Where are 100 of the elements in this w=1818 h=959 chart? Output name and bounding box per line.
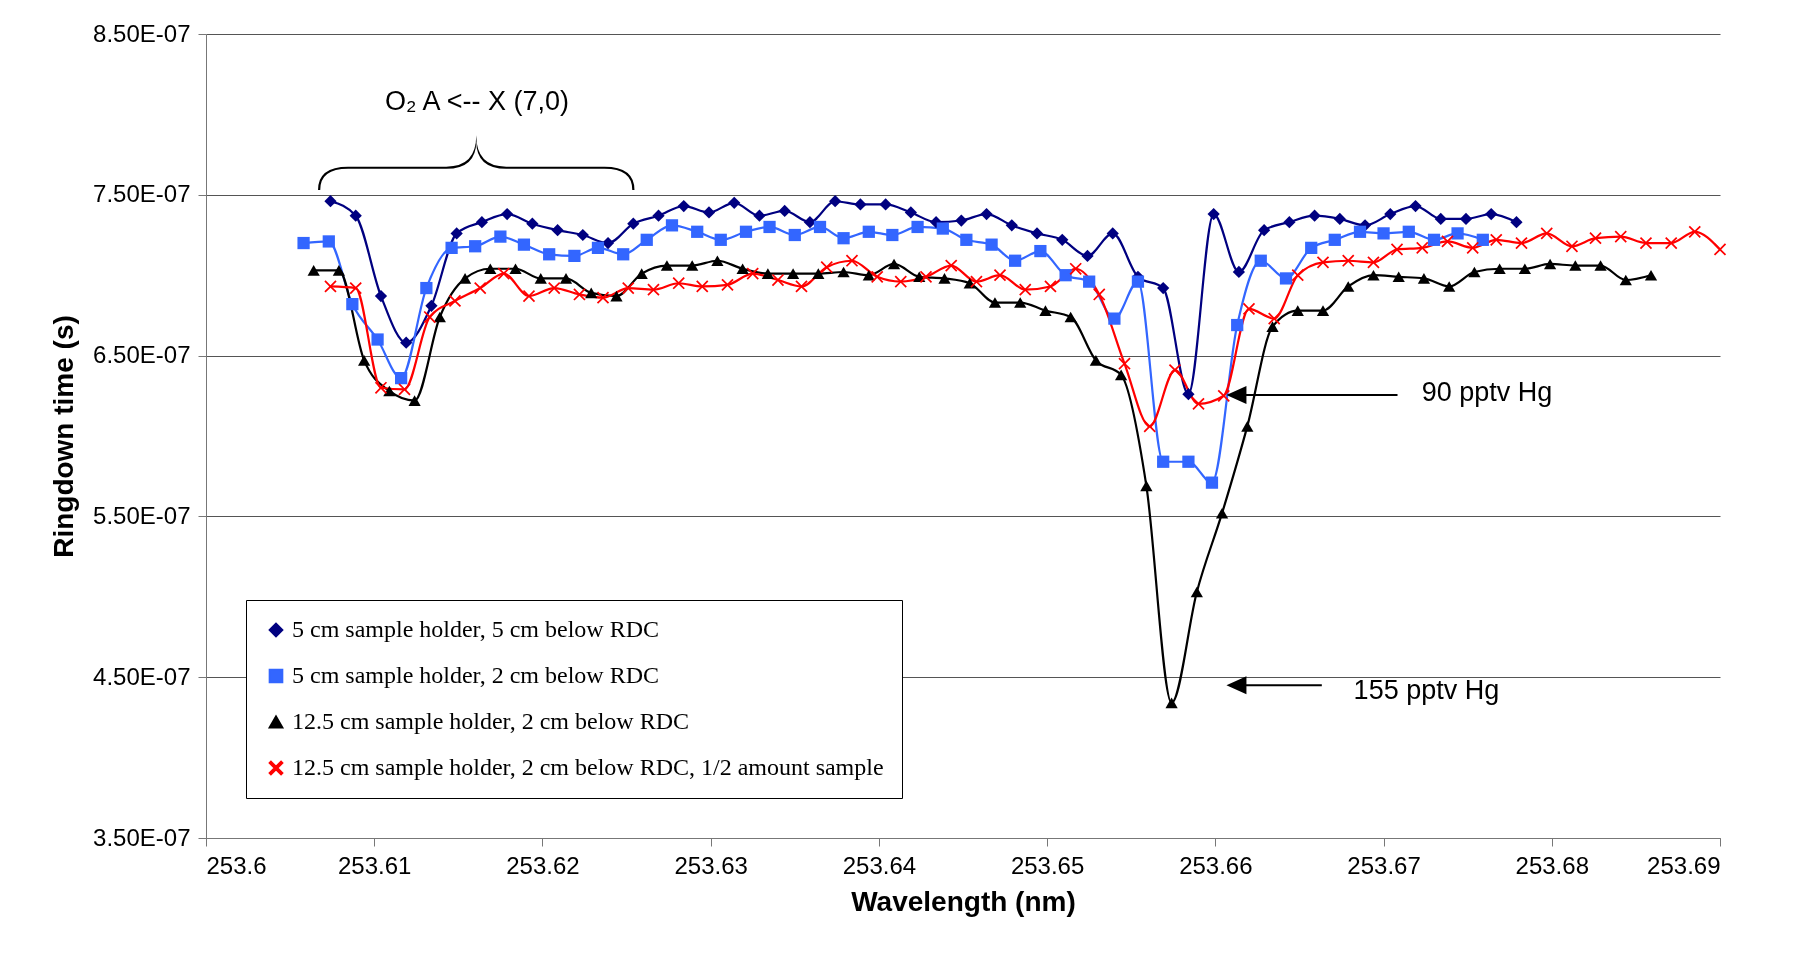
point: [568, 249, 581, 263]
point: [1328, 233, 1341, 246]
point: [1069, 262, 1082, 275]
point: [1207, 207, 1220, 221]
point: [1254, 254, 1267, 267]
point: [601, 236, 615, 250]
point: [1157, 281, 1170, 295]
point: [1619, 274, 1632, 286]
point: [551, 224, 564, 237]
point: [420, 281, 433, 295]
point: [1039, 305, 1052, 316]
point: [786, 268, 800, 279]
point: [1377, 227, 1390, 240]
x-tick-label: 253.64: [842, 851, 917, 879]
x-tick-label: 253.62: [506, 851, 580, 879]
point: [1056, 233, 1069, 246]
point: [711, 255, 724, 267]
point: [886, 228, 899, 242]
point: [936, 222, 949, 235]
point: [753, 209, 766, 222]
point: [1443, 281, 1456, 292]
point: [1565, 240, 1579, 253]
point: [1257, 224, 1271, 237]
point: [1490, 233, 1503, 246]
point: [307, 265, 320, 276]
point: [1518, 263, 1531, 275]
point: [993, 269, 1007, 282]
point: [1392, 271, 1405, 283]
point: [771, 273, 785, 287]
point: [985, 238, 998, 251]
point: [371, 333, 384, 346]
point: [778, 204, 791, 217]
y-tick-label: 6.50E-07: [93, 341, 191, 369]
point: [458, 273, 472, 284]
point: [665, 219, 679, 232]
point: [474, 281, 487, 295]
point: [763, 220, 776, 234]
point: [1014, 297, 1027, 308]
point: [1485, 207, 1498, 221]
point: [919, 270, 933, 283]
point: [374, 381, 388, 394]
point: [980, 207, 993, 221]
point: [425, 299, 438, 312]
point: [1268, 312, 1281, 325]
point: [696, 280, 709, 293]
x-tick-label: 253.63: [674, 851, 748, 879]
point: [672, 277, 685, 290]
point: [517, 238, 531, 251]
point: [879, 198, 892, 211]
point: [635, 268, 648, 279]
point: [1476, 233, 1489, 246]
point: [1510, 216, 1523, 229]
point: [1205, 476, 1219, 489]
point: [1333, 212, 1346, 226]
point: [1059, 269, 1072, 282]
point: [559, 273, 573, 284]
annotation: O₂ A <-- X (7,0): [385, 85, 569, 116]
point: [1342, 281, 1355, 292]
point: [576, 228, 589, 242]
point: [1115, 369, 1128, 381]
point: [1493, 263, 1506, 275]
point: [395, 371, 408, 385]
point: [1157, 455, 1170, 468]
point: [652, 209, 665, 222]
point: [1417, 273, 1431, 284]
point: [591, 241, 605, 254]
point: [1402, 225, 1415, 238]
point: [1468, 266, 1481, 278]
point: [677, 199, 690, 213]
point: [469, 240, 482, 253]
point: [374, 289, 388, 303]
point: [322, 235, 335, 248]
point: [1639, 236, 1653, 250]
point: [862, 225, 875, 238]
point: [497, 267, 510, 280]
point: [1416, 241, 1429, 254]
point: [1688, 225, 1701, 238]
point: [1451, 227, 1464, 240]
point: [1367, 256, 1380, 269]
point: [1291, 305, 1304, 316]
point: [1614, 230, 1627, 243]
point: [887, 258, 901, 270]
point: [894, 275, 907, 288]
point: [1434, 212, 1447, 226]
point: [610, 290, 623, 302]
point: [500, 207, 514, 221]
point: [1342, 254, 1355, 267]
point: [728, 196, 741, 209]
point: [543, 248, 556, 261]
point: [398, 383, 411, 396]
point: [1081, 249, 1094, 263]
point: [1165, 697, 1178, 709]
point: [854, 198, 867, 211]
point: [1182, 455, 1195, 468]
point: [297, 236, 310, 250]
point: [1384, 207, 1397, 221]
point: [871, 270, 884, 283]
point: [1665, 236, 1678, 250]
point: [1283, 216, 1296, 229]
point: [1083, 275, 1096, 288]
